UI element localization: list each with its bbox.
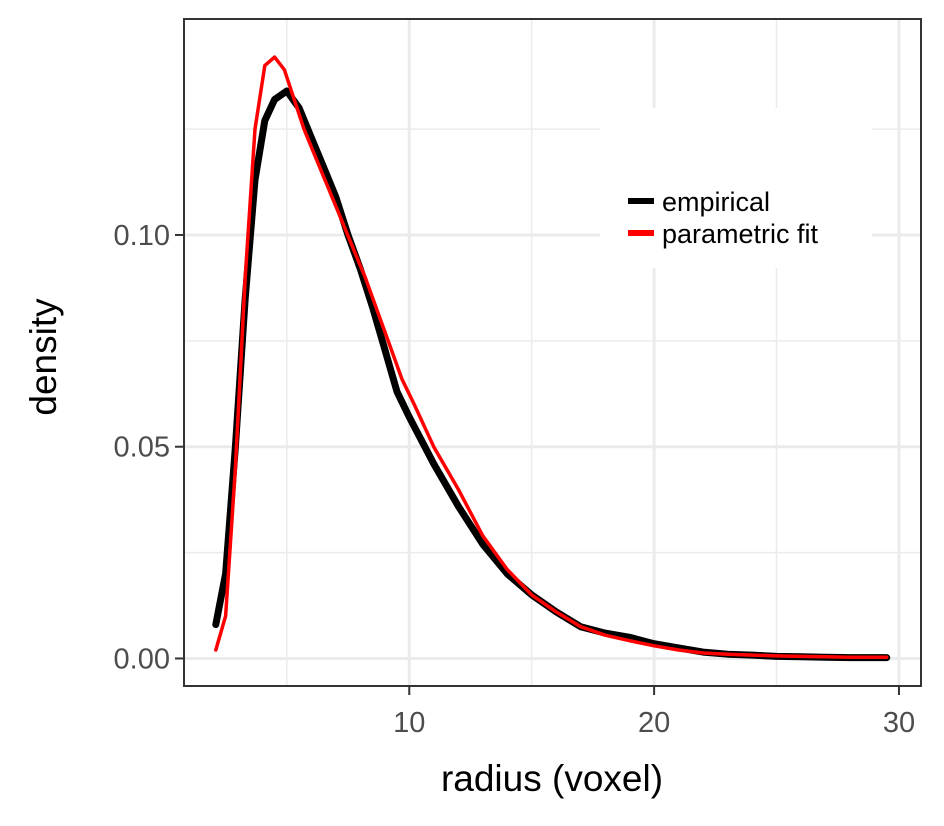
legend-label-empirical: empirical — [662, 187, 770, 217]
y-axis: 0.00 0.05 0.10 — [114, 220, 184, 675]
plot-panel-border — [183, 18, 922, 687]
legend: empirical parametric fit — [600, 108, 872, 268]
legend-label-parametric-fit: parametric fit — [662, 219, 819, 249]
y-axis-title: density — [23, 298, 64, 416]
series-line-parametric-fit — [214, 55, 889, 659]
x-axis: 10 20 30 — [393, 686, 915, 739]
y-tick-label: 0.05 — [114, 432, 170, 464]
legend-background — [600, 108, 872, 268]
x-tick-label: 20 — [638, 707, 670, 739]
x-tick-label: 30 — [883, 707, 915, 739]
y-tick-label: 0.00 — [114, 643, 170, 675]
x-axis-title: radius (voxel) — [441, 758, 663, 799]
x-tick-label: 10 — [393, 707, 425, 739]
series-layer — [212, 55, 891, 662]
y-tick-label: 0.10 — [114, 220, 170, 252]
